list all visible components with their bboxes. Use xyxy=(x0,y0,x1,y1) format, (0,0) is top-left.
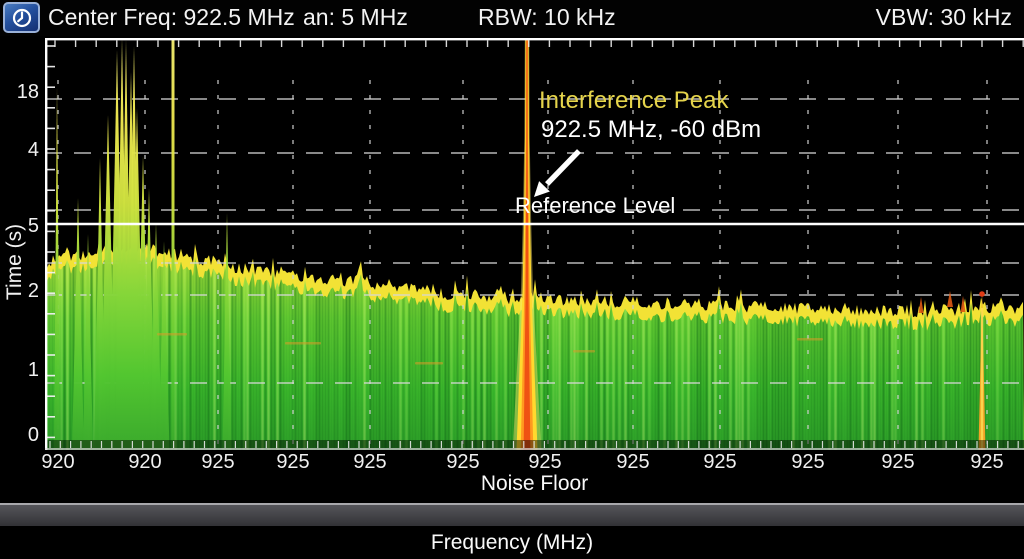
center-freq-readout: Center Freq: 922.5 MHz xyxy=(48,4,295,30)
vbw-readout: VBW: 30 kHz xyxy=(875,4,1012,30)
y-tick-label: 4 xyxy=(27,139,39,161)
x-tick-label: 925 xyxy=(276,451,310,473)
x-tick-label: 925 xyxy=(528,451,562,473)
x-tick-label: 920 xyxy=(128,451,162,473)
plot-area: Interference Peak 922.5 MHz, -60 dBm Ref… xyxy=(45,38,1024,450)
x-tick-label: 925 xyxy=(881,451,915,473)
header-bar: Center Freq: 922.5 MHz an: 5 MHz RBW: 10… xyxy=(0,0,1024,36)
x-tick-label: 925 xyxy=(791,451,825,473)
bottom-divider-bar xyxy=(0,503,1024,526)
span-readout: an: 5 MHz xyxy=(303,4,408,30)
annotation-arrow xyxy=(534,149,581,197)
y-tick-label: 18 xyxy=(16,81,39,103)
rbw-readout: RBW: 10 kHz xyxy=(478,4,616,30)
x-tick-label: 920 xyxy=(41,451,75,473)
x-tick-label: 925 xyxy=(201,451,235,473)
x-tick-label: 925 xyxy=(703,451,737,473)
y-tick-label: 1 xyxy=(27,359,39,381)
clock-icon xyxy=(12,8,31,27)
x-tick-label: 925 xyxy=(970,451,1004,473)
x-axis-title: Frequency (MHz) xyxy=(430,531,594,554)
y-tick-label: 2 xyxy=(27,280,39,302)
y-tick-label: 5 xyxy=(27,215,39,237)
y-tick-label: 0 xyxy=(27,424,39,446)
x-tick-label: 925 xyxy=(446,451,480,473)
noise-floor-label: Noise Floor xyxy=(480,472,589,495)
clock-button[interactable] xyxy=(3,2,40,33)
x-axis-ticks: 920 920 925 925 925 925 925 925 925 925 … xyxy=(0,451,1024,473)
x-tick-label: 925 xyxy=(353,451,387,473)
x-tick-label: 925 xyxy=(616,451,650,473)
spectrogram-svg xyxy=(45,38,1024,450)
